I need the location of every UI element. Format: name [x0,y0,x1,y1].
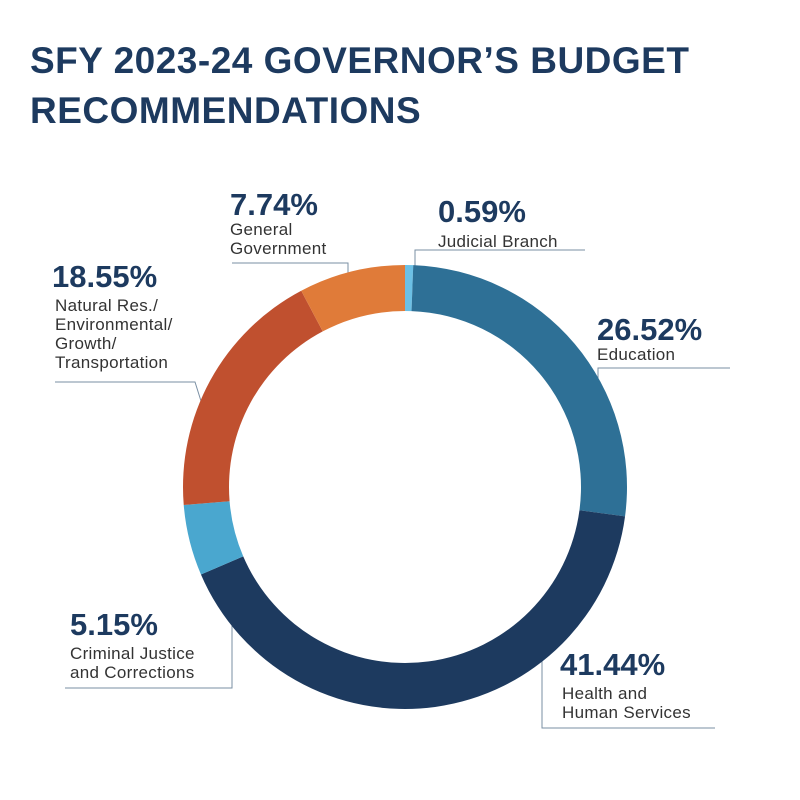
donut-segment [411,265,627,517]
leader-line [597,367,730,410]
donut-segment [200,510,626,709]
value-label: 5.15% [70,607,158,642]
donut-segment [301,265,405,332]
leader-line [541,630,715,729]
chart-title: SFY 2023-24 GOVERNOR’S BUDGET RECOMMENDA… [30,40,690,131]
value-label: 18.55% [52,259,158,294]
donut-segment [183,501,244,575]
value-label: 0.59% [438,194,526,229]
category-label: General Government [230,220,327,258]
value-label: 7.74% [230,187,318,222]
value-label: 26.52% [597,312,703,347]
category-label: Education [597,345,676,364]
donut-segment [405,265,414,312]
category-label: Health and Human Services [562,684,691,722]
category-label: Judicial Branch [438,232,558,251]
donut-segment [183,290,323,506]
category-label: Criminal Justice and Corrections [70,644,195,682]
leader-line [414,249,585,268]
value-label: 41.44% [560,647,666,682]
category-label: Natural Res./ Environmental/ Growth/ Tra… [55,296,173,372]
